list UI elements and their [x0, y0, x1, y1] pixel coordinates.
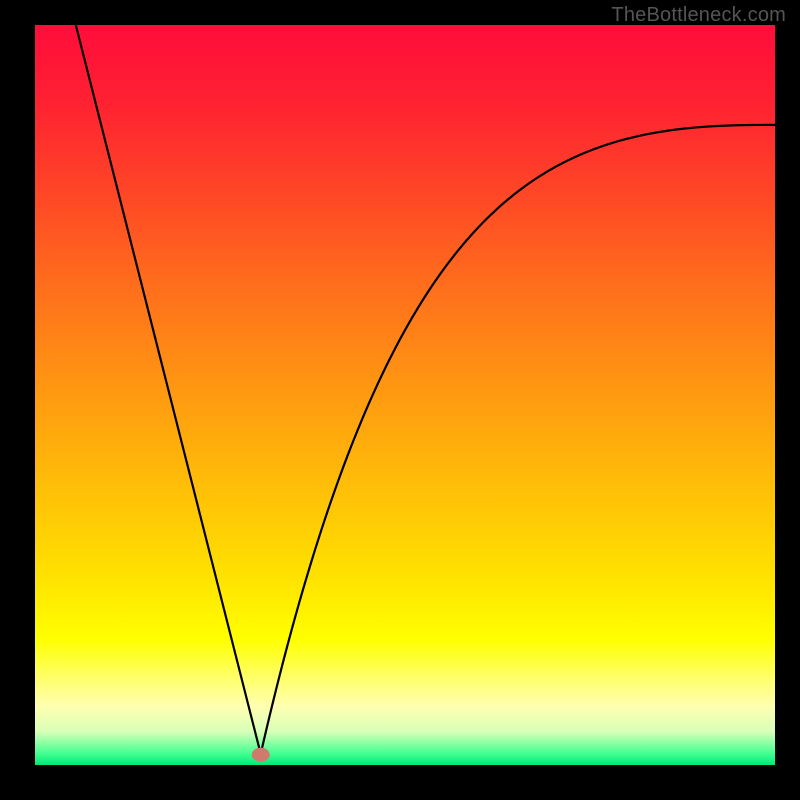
- watermark-text: TheBottleneck.com: [611, 4, 786, 27]
- chart-container: TheBottleneck.com: [0, 0, 800, 800]
- bottleneck-chart: [0, 0, 800, 800]
- minimum-marker: [252, 748, 270, 762]
- plot-background: [35, 25, 775, 765]
